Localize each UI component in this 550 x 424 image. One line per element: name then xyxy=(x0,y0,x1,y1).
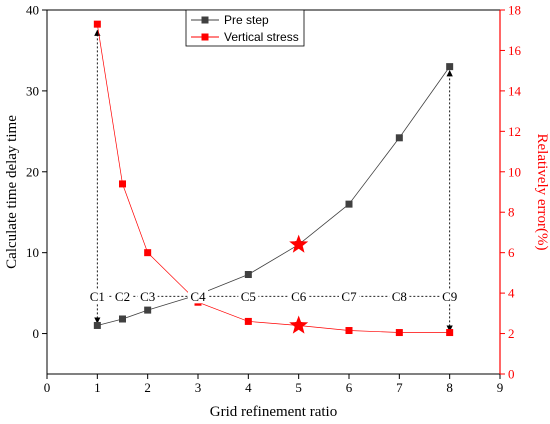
case-label-bg xyxy=(188,289,208,304)
legend: Pre step Vertical stress xyxy=(185,9,305,47)
case-label: C9 xyxy=(442,289,457,304)
right-y-tick-label: 4 xyxy=(508,286,515,301)
case-label: C5 xyxy=(241,289,256,304)
x-axis-ticks: 0 1 2 3 4 5 6 7 8 9 xyxy=(44,374,504,395)
x-tick-label: 4 xyxy=(245,380,252,395)
legend-label-pre-step: Pre step xyxy=(224,13,269,27)
legend-marker-pre-step xyxy=(201,16,209,24)
highlight-star xyxy=(289,315,309,334)
case-label: C6 xyxy=(291,289,307,304)
case-labels: C1 C2 C3 C4 C5 C6 C7 C8 C9 xyxy=(87,289,460,304)
right-y-tick-label: 2 xyxy=(508,326,515,341)
x-tick-label: 2 xyxy=(144,380,151,395)
left-y-axis-ticks: 0 10 20 30 40 xyxy=(26,3,47,341)
case-label-bg xyxy=(238,289,259,304)
case-label-bg xyxy=(87,289,108,304)
annotation-arrows xyxy=(94,29,453,332)
case-label: C3 xyxy=(140,289,155,304)
data-point-vertical-stress xyxy=(345,327,353,335)
data-point-pre-step xyxy=(144,306,152,314)
data-point-vertical-stress xyxy=(93,20,101,28)
right-y-axis-ticks: 0 2 4 6 8 10 12 14 16 18 xyxy=(500,3,522,382)
right-y-tick-label: 16 xyxy=(508,43,522,58)
highlight-stars xyxy=(289,234,309,334)
data-point-pre-step xyxy=(446,63,454,71)
x-tick-label: 8 xyxy=(446,380,453,395)
left-y-axis-title: Calculate time delay time xyxy=(4,115,20,269)
legend-label-vertical-stress: Vertical stress xyxy=(224,30,299,44)
case-label: C7 xyxy=(341,289,357,304)
x-tick-label: 0 xyxy=(44,380,51,395)
right-y-tick-label: 0 xyxy=(508,367,515,382)
case-label-bg xyxy=(339,289,359,304)
right-y-tick-label: 14 xyxy=(508,83,522,98)
right-y-tick-label: 10 xyxy=(508,164,521,179)
left-y-tick-label: 10 xyxy=(26,245,39,260)
case-label: C8 xyxy=(392,289,407,304)
x-tick-label: 7 xyxy=(396,380,403,395)
right-y-tick-label: 8 xyxy=(508,205,515,220)
data-point-vertical-stress xyxy=(119,180,126,188)
data-point-vertical-stress xyxy=(144,249,152,257)
right-y-tick-label: 18 xyxy=(508,3,521,18)
case-label: C4 xyxy=(190,289,206,304)
right-y-axis-title: Relatively error(%) xyxy=(534,133,550,250)
data-point-pre-step xyxy=(244,271,252,279)
left-y-tick-label: 20 xyxy=(26,164,39,179)
data-point-vertical-stress xyxy=(395,329,403,337)
right-y-tick-label: 12 xyxy=(508,124,521,139)
x-tick-label: 6 xyxy=(346,380,353,395)
case-label-bg xyxy=(112,289,133,304)
series-lines xyxy=(96,24,451,333)
x-tick-label: 1 xyxy=(94,380,101,395)
x-axis-title: Grid refinement ratio xyxy=(210,404,337,420)
case-label-bg xyxy=(439,289,460,304)
case-label: C1 xyxy=(90,289,105,304)
case-label-bg xyxy=(288,289,309,304)
x-tick-label: 5 xyxy=(295,380,302,395)
legend-marker-vertical-stress xyxy=(201,33,209,41)
x-tick-label: 9 xyxy=(497,380,504,395)
series-line-vertical-stress xyxy=(96,24,450,333)
x-tick-label: 3 xyxy=(195,380,202,395)
plot-frame xyxy=(46,9,501,375)
case-label-bg xyxy=(389,289,410,304)
highlight-star xyxy=(289,234,309,253)
case-label-bg xyxy=(137,289,158,304)
series-line-pre-step xyxy=(97,66,451,326)
data-point-vertical-stress xyxy=(446,329,454,337)
data-point-vertical-stress xyxy=(244,317,252,325)
data-point-pre-step xyxy=(119,315,126,323)
data-point-pre-step xyxy=(395,134,403,142)
left-y-tick-label: 30 xyxy=(26,83,39,98)
left-y-tick-label: 0 xyxy=(33,326,40,341)
left-y-tick-label: 40 xyxy=(26,3,39,18)
case-label: C2 xyxy=(115,289,130,304)
data-point-pre-step xyxy=(345,200,353,208)
right-y-tick-label: 6 xyxy=(508,245,515,260)
data-point-pre-step xyxy=(93,321,101,329)
